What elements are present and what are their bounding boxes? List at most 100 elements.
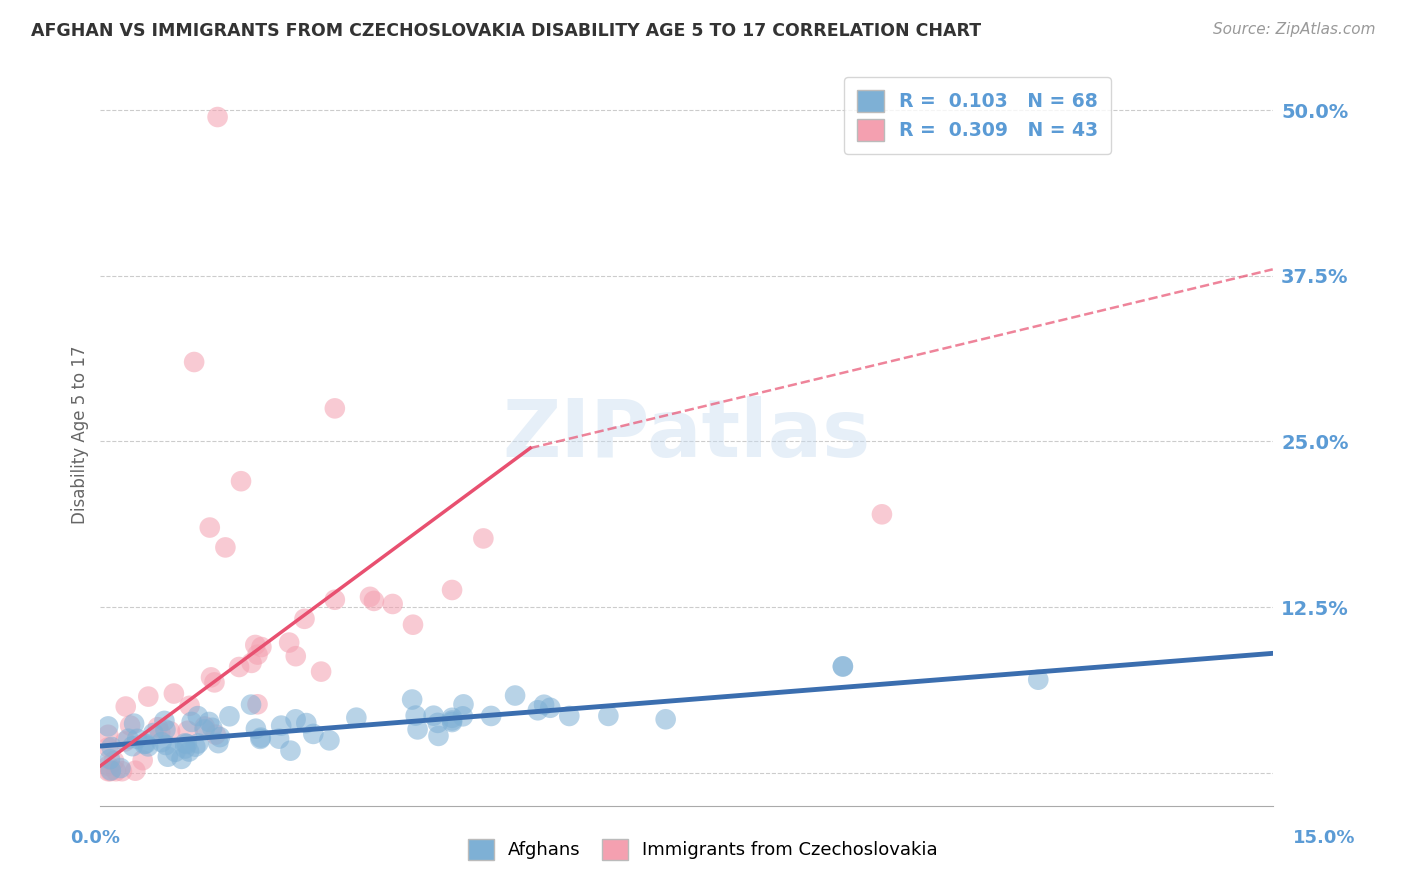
- Point: [176, 723, 198, 738]
- Point: [187, 709, 209, 723]
- Point: [117, 731, 139, 746]
- Point: [100, 764, 122, 779]
- Point: [146, 720, 169, 734]
- Point: [479, 709, 502, 723]
- Point: [134, 737, 156, 751]
- Point: [598, 709, 620, 723]
- Point: [194, 723, 217, 737]
- Point: [187, 736, 209, 750]
- Text: ZIPatlas: ZIPatlas: [502, 396, 870, 474]
- Point: [150, 735, 173, 749]
- Point: [176, 737, 198, 751]
- Point: [149, 725, 172, 739]
- Point: [422, 708, 444, 723]
- Point: [97, 719, 120, 733]
- Point: [503, 689, 526, 703]
- Point: [163, 687, 186, 701]
- Point: [174, 736, 197, 750]
- Point: [246, 648, 269, 662]
- Point: [97, 728, 120, 742]
- Point: [284, 649, 307, 664]
- Point: [165, 745, 187, 759]
- Point: [344, 711, 367, 725]
- Point: [127, 731, 149, 746]
- Point: [309, 665, 332, 679]
- Point: [246, 698, 269, 712]
- Point: [245, 638, 267, 652]
- Point: [100, 764, 122, 778]
- Point: [245, 722, 267, 736]
- Point: [831, 659, 853, 673]
- Point: [194, 719, 217, 733]
- Point: [323, 401, 346, 416]
- Point: [831, 659, 853, 673]
- Point: [155, 738, 177, 752]
- Point: [229, 474, 252, 488]
- Point: [136, 739, 159, 754]
- Point: [103, 754, 125, 768]
- Point: [318, 733, 340, 747]
- Point: [323, 592, 346, 607]
- Point: [472, 532, 495, 546]
- Point: [538, 700, 561, 714]
- Point: [405, 708, 427, 723]
- Point: [250, 640, 273, 654]
- Point: [527, 703, 550, 717]
- Point: [295, 716, 318, 731]
- Point: [441, 714, 464, 729]
- Point: [198, 520, 221, 534]
- Point: [204, 675, 226, 690]
- Point: [426, 715, 449, 730]
- Point: [207, 110, 229, 124]
- Point: [654, 712, 676, 726]
- Point: [441, 711, 464, 725]
- Point: [533, 698, 555, 712]
- Point: [100, 739, 122, 754]
- Point: [280, 744, 302, 758]
- Legend: R =  0.103   N = 68, R =  0.309   N = 43: R = 0.103 N = 68, R = 0.309 N = 43: [845, 77, 1111, 154]
- Point: [200, 670, 222, 684]
- Point: [159, 724, 181, 739]
- Point: [198, 714, 221, 729]
- Point: [381, 597, 404, 611]
- Point: [406, 723, 429, 737]
- Legend: Afghans, Immigrants from Czechoslovakia: Afghans, Immigrants from Czechoslovakia: [461, 831, 945, 867]
- Point: [142, 726, 165, 740]
- Point: [177, 745, 200, 759]
- Point: [201, 721, 224, 735]
- Point: [170, 752, 193, 766]
- Point: [207, 736, 229, 750]
- Point: [114, 699, 136, 714]
- Point: [453, 698, 475, 712]
- Point: [427, 729, 450, 743]
- Point: [98, 752, 121, 766]
- Point: [401, 692, 423, 706]
- Point: [97, 759, 120, 773]
- Point: [228, 660, 250, 674]
- Point: [124, 764, 146, 778]
- Point: [278, 635, 301, 649]
- Point: [249, 731, 271, 746]
- Point: [135, 737, 157, 751]
- Text: 0.0%: 0.0%: [70, 829, 121, 847]
- Point: [208, 730, 231, 744]
- Point: [153, 714, 176, 728]
- Point: [121, 739, 143, 754]
- Point: [105, 764, 128, 779]
- Point: [240, 656, 263, 670]
- Point: [122, 716, 145, 731]
- Text: 15.0%: 15.0%: [1294, 829, 1355, 847]
- Y-axis label: Disability Age 5 to 17: Disability Age 5 to 17: [72, 345, 89, 524]
- Point: [204, 728, 226, 742]
- Point: [155, 723, 177, 737]
- Point: [131, 753, 153, 767]
- Point: [179, 698, 201, 713]
- Point: [120, 718, 142, 732]
- Point: [97, 764, 120, 779]
- Point: [558, 709, 581, 723]
- Point: [302, 727, 325, 741]
- Text: AFGHAN VS IMMIGRANTS FROM CZECHOSLOVAKIA DISABILITY AGE 5 TO 17 CORRELATION CHAR: AFGHAN VS IMMIGRANTS FROM CZECHOSLOVAKIA…: [31, 22, 981, 40]
- Point: [114, 734, 136, 748]
- Point: [97, 740, 120, 755]
- Point: [269, 731, 291, 746]
